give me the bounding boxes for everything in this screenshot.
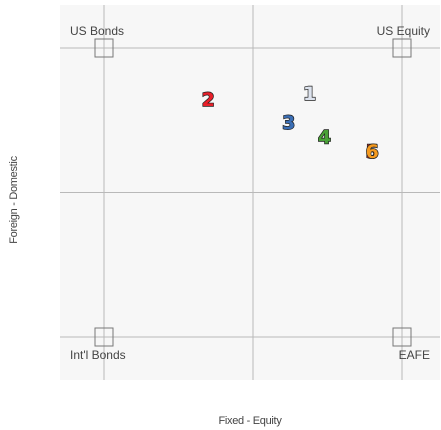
- grid-lines: [60, 5, 440, 380]
- x-axis-label: Fixed - Equity: [218, 415, 282, 427]
- point-label-6: 6: [366, 141, 379, 163]
- point-label-4: 4: [318, 127, 331, 149]
- corner-label-3: EAFE: [399, 348, 430, 362]
- point-label-1: 1: [303, 83, 316, 105]
- corner-label-0: US Bonds: [70, 24, 124, 38]
- corner-marker-2: [94, 327, 114, 347]
- point-label-5: 5: [366, 141, 379, 163]
- y-axis-label: Foreign - Domestic: [8, 155, 20, 243]
- corner-label-2: Int'l Bonds: [70, 348, 126, 362]
- corner-markers: [94, 38, 412, 347]
- corner-marker-0: [94, 38, 114, 58]
- corner-labels: US Bonds US Equity Int'l Bonds EAFE: [70, 24, 430, 362]
- corner-label-1: US Equity: [377, 24, 430, 38]
- point-label-2: 2: [202, 89, 215, 111]
- corner-marker-1: [392, 38, 412, 58]
- corner-marker-3: [392, 327, 412, 347]
- point-label-3: 3: [282, 112, 295, 134]
- data-points: 1 2 3 4 56: [201, 83, 380, 164]
